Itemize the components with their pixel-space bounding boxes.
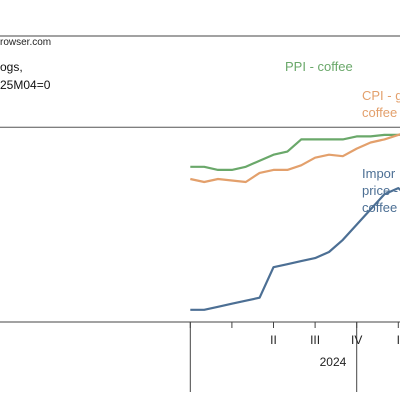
series-label-2-1: price -	[362, 183, 398, 198]
watermark-text: rowser.com	[0, 37, 51, 48]
plot-frame	[0, 35, 400, 323]
series-line-2	[190, 187, 400, 311]
axis-note-0: ogs,	[0, 60, 23, 74]
x-axis: IIIIIIVIIIIIIIV20242025	[189, 322, 400, 392]
series-line-0	[190, 133, 400, 171]
axis-note-1: 25M04=0	[0, 78, 51, 92]
series-labels: PPI - coffee CPI - g coffee Impor price - cof…	[285, 59, 400, 215]
series-label-1-1: coffee	[362, 105, 397, 120]
x-tick-label-2: IV	[351, 333, 362, 347]
series-label-0-0: PPI - coffee	[285, 59, 353, 74]
series-lines	[190, 133, 400, 311]
year-label-0: 2024	[320, 355, 347, 369]
series-label-2-0: Impor	[362, 166, 396, 181]
x-tick-label-3: I	[397, 333, 400, 347]
series-line-1	[190, 133, 400, 184]
notes: rowser.com ogs, 25M04=0	[0, 37, 51, 92]
series-label-1-0: CPI - g	[362, 88, 400, 103]
series-label-2-2: coffee	[362, 200, 397, 215]
x-tick-label-1: III	[310, 333, 320, 347]
x-tick-label-0: II	[270, 333, 277, 347]
